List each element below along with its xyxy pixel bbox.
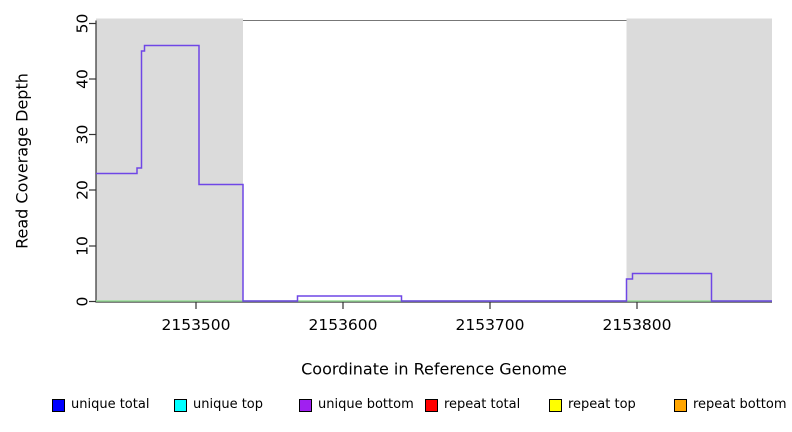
x-tick-label: 2153600: [308, 316, 377, 334]
y-tick-label: 20: [74, 180, 92, 200]
x-axis-ticks: 2153500 2153600 2153700 2153800: [161, 302, 672, 334]
legend-item-unique-top: unique top: [174, 397, 263, 413]
legend-item-unique-bottom: unique bottom: [299, 397, 414, 413]
legend-swatch-icon: [674, 398, 687, 412]
legend-item-repeat-total: repeat total: [425, 397, 520, 413]
legend-swatch-icon: [52, 398, 65, 412]
legend-swatch-icon: [425, 398, 438, 412]
legend-label: repeat total: [444, 397, 521, 412]
axes: [95, 20, 772, 303]
coverage-chart: 0 10 20 30 40 50 2153500 2153600 2153700 2153800: [74, 14, 772, 334]
x-axis-title: Coordinate in Reference Genome: [301, 359, 567, 379]
x-tick-label: 2153700: [455, 316, 524, 334]
unique-coverage-line: [96, 44, 772, 302]
legend-label: repeat bottom: [693, 397, 787, 412]
legend-item-unique-total: unique total: [52, 397, 149, 413]
y-tick-label: 40: [74, 69, 92, 89]
y-tick-label: 10: [74, 236, 92, 256]
legend-swatch-icon: [549, 398, 562, 412]
repeat-region-shading: [96, 18, 772, 302]
legend-swatch-icon: [174, 398, 187, 412]
y-tick-label: 50: [74, 14, 92, 34]
legend-item-repeat-top: repeat top: [549, 397, 636, 413]
legend-swatch-icon: [299, 398, 312, 412]
legend-label: unique top: [193, 397, 264, 412]
y-tick-label: 0: [74, 297, 92, 307]
x-tick-label: 2153500: [161, 316, 230, 334]
legend-label: unique total: [71, 397, 150, 412]
y-axis-ticks: 0 10 20 30 40 50: [74, 14, 96, 307]
y-tick-label: 30: [74, 125, 92, 145]
legend-item-repeat-bottom: repeat bottom: [674, 397, 787, 413]
repeat-region: [626, 18, 772, 302]
x-tick-label: 2153800: [602, 316, 671, 334]
legend-label: unique bottom: [318, 397, 414, 412]
legend-label: repeat top: [568, 397, 636, 412]
chart-legend: unique total unique top unique bottom repea…: [0, 397, 792, 415]
repeat-region: [96, 18, 243, 302]
y-axis-title: Read Coverage Depth: [12, 73, 32, 249]
